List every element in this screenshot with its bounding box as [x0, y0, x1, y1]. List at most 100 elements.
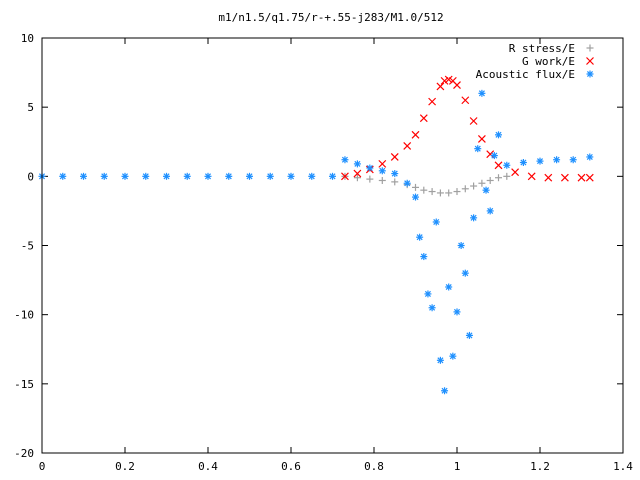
data-point [183, 172, 191, 180]
chart-title: m1/n1.5/q1.75/r-+.55-j283/M1.0/512 [218, 11, 443, 24]
data-point [403, 179, 411, 187]
data-point [444, 75, 453, 84]
x-tick-label: 0.6 [281, 460, 301, 473]
data-point [378, 159, 387, 168]
y-tick-label: 0 [27, 170, 34, 183]
data-point [390, 153, 399, 161]
data-point [461, 269, 469, 277]
data-point [378, 167, 386, 175]
data-point [503, 161, 511, 169]
series-star [38, 89, 594, 395]
data-point [503, 172, 511, 180]
data-point [366, 164, 374, 172]
data-point [80, 172, 87, 180]
data-point [419, 114, 428, 123]
data-point [428, 304, 436, 312]
y-tick-label: -15 [14, 378, 34, 391]
data-point [470, 214, 478, 222]
x-tick-label: 0.8 [364, 460, 384, 473]
data-point [461, 185, 469, 193]
tick-labels: 0 0.2 0.4 0.6 0.8 1 1.2 1.4 10 5 0 -5 -10 -15 -20 [14, 32, 633, 473]
data-point [457, 242, 465, 249]
data-point [432, 218, 440, 226]
y-tick-label: 5 [27, 101, 34, 114]
data-point [527, 172, 536, 181]
data-point [391, 170, 399, 178]
data-point [440, 76, 449, 85]
data-point [287, 172, 295, 180]
data-point [121, 172, 129, 180]
data-point [449, 352, 457, 360]
x-tick-label: 0.4 [198, 460, 218, 473]
data-point [420, 186, 428, 194]
x-tick-label: 0 [39, 460, 46, 473]
data-point [486, 176, 494, 184]
plot-area-frame [41, 37, 624, 454]
data-point [490, 152, 498, 160]
data-point [163, 172, 170, 180]
data-point [577, 173, 586, 182]
data-point [486, 150, 495, 159]
data-point [341, 172, 349, 181]
data-point [486, 207, 494, 215]
legend-label: Acoustic flux/E [476, 68, 575, 81]
data-point [495, 174, 502, 182]
data-point [225, 172, 233, 180]
data-point [478, 179, 486, 187]
data-marks [38, 75, 594, 395]
data-point [586, 153, 594, 161]
data-point [553, 156, 561, 164]
data-point [470, 182, 478, 190]
data-point [366, 175, 374, 183]
data-point [474, 145, 482, 153]
data-point [436, 189, 444, 197]
data-point [544, 173, 553, 182]
y-tick-label: 10 [21, 32, 34, 45]
data-point [478, 89, 486, 97]
data-point [353, 174, 361, 182]
legend-marker [586, 44, 594, 52]
x-tick-label: 0.2 [115, 460, 135, 473]
legend-marker [586, 70, 594, 78]
data-point [445, 189, 453, 197]
data-point [461, 96, 470, 105]
data-point [412, 193, 419, 201]
data-point [585, 173, 594, 182]
legend-marker [586, 57, 594, 65]
series-plus [341, 172, 511, 197]
x-tick-label: 1.4 [613, 460, 633, 473]
data-point [519, 159, 527, 166]
y-tick-label: -5 [21, 240, 34, 253]
data-point [412, 183, 419, 191]
legend-label: R stress/E [509, 42, 575, 55]
data-point [428, 188, 436, 196]
legend-label: G work/E [522, 55, 575, 68]
data-point [308, 172, 316, 180]
data-point [482, 186, 490, 194]
data-point [204, 172, 212, 180]
data-point [465, 331, 473, 339]
data-point [469, 117, 478, 125]
data-point [59, 172, 67, 180]
data-point [424, 290, 432, 298]
data-point [453, 81, 461, 89]
data-point [411, 130, 420, 139]
data-point [378, 176, 386, 184]
data-point [403, 141, 412, 150]
y-tick-label: -10 [14, 309, 34, 322]
data-point [428, 97, 437, 106]
data-point [569, 156, 577, 164]
data-point [477, 135, 486, 143]
series-cross [341, 75, 594, 182]
data-point [494, 161, 503, 170]
data-point [441, 387, 449, 395]
data-point [453, 308, 461, 316]
data-point [445, 283, 453, 291]
data-point [391, 178, 399, 186]
data-point [436, 82, 445, 91]
data-point [536, 157, 544, 165]
data-point [266, 172, 274, 180]
data-point [453, 188, 461, 196]
